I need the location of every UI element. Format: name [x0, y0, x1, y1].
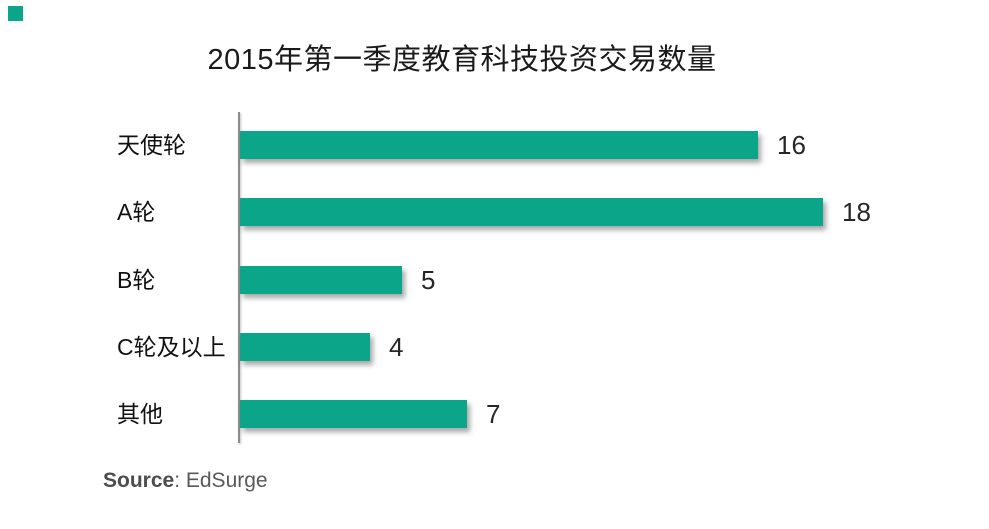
bar-row: 天使轮 16 [0, 131, 989, 159]
bar [240, 198, 823, 226]
value-label: 7 [486, 399, 501, 429]
bar [240, 333, 370, 361]
source-name: EdSurge [185, 469, 268, 492]
source-label: Source [103, 469, 175, 492]
bar-row: A轮 18 [0, 198, 989, 226]
value-label: 5 [421, 265, 436, 295]
bar-row: C轮及以上 4 [0, 333, 989, 361]
y-axis-line [238, 112, 240, 443]
source-separator: : [174, 469, 186, 492]
bar [240, 400, 467, 428]
value-label: 4 [389, 332, 404, 362]
bar [240, 266, 402, 294]
category-label: 其他 [117, 401, 163, 427]
value-label: 16 [777, 130, 806, 160]
category-label: A轮 [117, 199, 156, 225]
category-label: 天使轮 [117, 132, 186, 158]
category-label: C轮及以上 [117, 334, 226, 360]
bar [240, 131, 758, 159]
category-label: B轮 [117, 267, 156, 293]
chart-title: 2015年第一季度教育科技投资交易数量 [207, 44, 717, 76]
bar-row: 其他 7 [0, 400, 989, 428]
value-label: 18 [842, 197, 871, 227]
bar-row: B轮 5 [0, 266, 989, 294]
corner-marker-icon [8, 6, 23, 21]
source-note: Source: EdSurge [103, 468, 268, 494]
